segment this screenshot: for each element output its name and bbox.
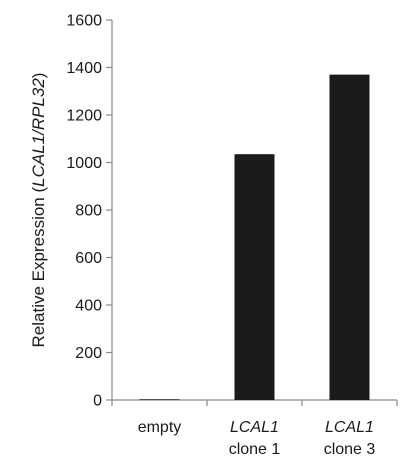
bar-3: [329, 74, 370, 400]
y-tick-label: 0: [93, 393, 102, 410]
y-tick-label: 1600: [66, 13, 102, 30]
bars: [139, 74, 370, 400]
y-tick-label: 1400: [66, 60, 102, 77]
y-axis-title-prefix: Relative Expression (: [29, 187, 48, 348]
y-axis-title: Relative Expression (LCAL1/RPL32): [29, 73, 48, 348]
x-axis: [111, 399, 398, 406]
bar-1: [139, 399, 180, 400]
y-axis-title-italic: LCAL1/RPL32: [29, 78, 48, 187]
x-tick-label: LCAL1: [230, 419, 279, 436]
y-axis: 0 200 400 600 800 1000 1200 1400 1600: [66, 13, 113, 410]
y-tick-label: 800: [75, 203, 102, 220]
x-tick-label: LCAL1: [325, 419, 374, 436]
x-tick-label-line2: clone 3: [324, 441, 376, 458]
y-tick-label: 1200: [66, 108, 102, 125]
y-tick-label: 400: [75, 298, 102, 315]
y-axis-title-suffix: ): [29, 73, 48, 79]
x-tick-label-line2: clone 1: [229, 441, 281, 458]
x-tick-labels: empty LCAL1 clone 1 LCAL1 clone 3: [138, 419, 376, 458]
y-axis-title-group: Relative Expression (LCAL1/RPL32): [29, 73, 48, 348]
x-tick-label: empty: [138, 419, 182, 436]
y-tick-label: 200: [75, 345, 102, 362]
bar-2: [234, 154, 275, 400]
y-tick-label: 600: [75, 250, 102, 267]
y-tick-label: 1000: [66, 155, 102, 172]
